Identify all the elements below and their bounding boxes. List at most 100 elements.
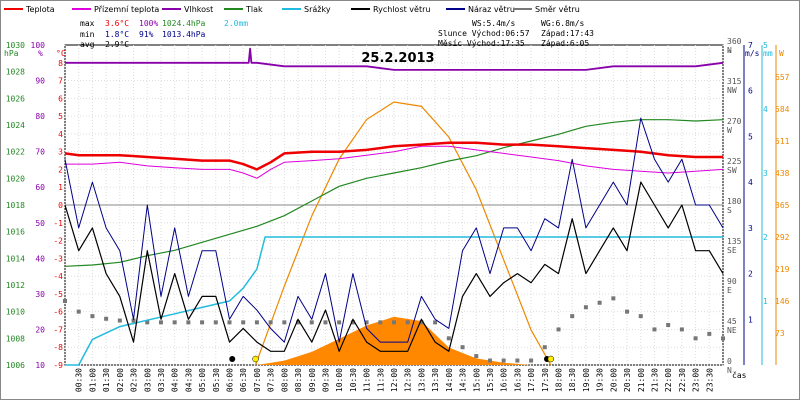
direction-name-tick: NW xyxy=(727,86,737,95)
time-tick: 10:00 xyxy=(335,368,344,392)
wind-direction-point xyxy=(90,314,95,319)
direction-degree-tick: 270 xyxy=(727,117,742,126)
wind-direction-point xyxy=(282,320,287,325)
direction-degree-tick: 360 xyxy=(727,37,742,46)
min-humidity: 91% xyxy=(139,30,154,39)
wind-direction-point xyxy=(679,327,684,332)
solar-series xyxy=(65,101,723,366)
wind-direction-point xyxy=(392,320,396,325)
time-tick: 01:30 xyxy=(102,368,111,392)
wind-tick: 2 xyxy=(748,270,753,279)
wind-speed-line xyxy=(64,181,724,352)
direction-degree-tick: 135 xyxy=(727,237,742,246)
direction-name-tick: NE xyxy=(727,326,737,335)
time-tick: 07:30 xyxy=(267,368,276,392)
legend-label: Směr větru xyxy=(535,5,580,14)
temperature-line xyxy=(64,141,723,171)
temperature-tick: 3 xyxy=(58,148,63,157)
humidity-tick: 10 xyxy=(35,361,45,370)
time-tick: 09:00 xyxy=(308,368,317,392)
temperature-tick: -9 xyxy=(53,361,63,370)
legend: Teplota Přízemní teplota Vlhkost Tlak Srážky… xyxy=(4,5,580,14)
series-layer xyxy=(63,47,725,366)
solar-tick: 657 xyxy=(775,73,790,82)
time-tick: 23:00 xyxy=(692,368,701,392)
time-tick: 11:30 xyxy=(376,368,385,392)
wind-direction-point xyxy=(76,309,81,314)
wind-direction-point xyxy=(597,300,602,305)
time-tick: 01:00 xyxy=(88,368,97,392)
wind-direction-point xyxy=(556,327,561,332)
wind-tick: 4 xyxy=(748,178,753,187)
time-tick: 16:30 xyxy=(513,368,522,392)
time-tick: 17:30 xyxy=(541,368,550,392)
time-tick: 20:00 xyxy=(609,368,618,392)
direction-name-tick: W xyxy=(727,126,732,135)
temperature-tick: -5 xyxy=(53,290,63,299)
sunrise: Slunce Východ:06:57 xyxy=(438,29,530,38)
time-tick: 13:00 xyxy=(417,368,426,392)
wind-direction-point xyxy=(158,320,163,325)
humidity-tick: 100 xyxy=(31,41,46,50)
wind-direction-point xyxy=(542,345,547,350)
wind-direction-point xyxy=(309,320,314,325)
wind-direction-point xyxy=(296,320,301,325)
humidity-tick: 40 xyxy=(35,254,45,263)
avg-temp: 2.9°C xyxy=(105,40,129,49)
solar-theoretical-line xyxy=(254,101,552,366)
humidity-tick: 30 xyxy=(35,290,45,299)
time-tick: 12:00 xyxy=(390,368,399,392)
wind-tick: 5 xyxy=(748,132,753,141)
pressure-tick: 1012 xyxy=(6,281,25,290)
time-tick: 15:00 xyxy=(472,368,481,392)
time-tick: 07:00 xyxy=(253,368,262,392)
time-tick: 21:30 xyxy=(650,368,659,392)
time-tick: 04:30 xyxy=(184,368,193,392)
wind-direction-point xyxy=(227,320,232,325)
legend-label: Náraz větru xyxy=(468,5,515,14)
time-tick: 12:30 xyxy=(404,368,413,392)
wind-direction-point xyxy=(117,318,122,323)
wind-direction-point xyxy=(721,336,725,341)
time-tick: 08:00 xyxy=(280,368,289,392)
wind-direction-point xyxy=(131,318,136,323)
wind-direction-point xyxy=(200,320,205,325)
stats-block: max 3.6°C 100% 1024.4hPa 2.0mm min 1.8°C… xyxy=(80,19,248,49)
wind-direction-point xyxy=(364,320,369,325)
pressure-tick: 1024 xyxy=(6,121,25,130)
humidity-tick: 70 xyxy=(35,148,45,157)
wind-direction-point xyxy=(337,320,342,325)
time-tick: 06:00 xyxy=(226,368,235,392)
unit-mm: mm xyxy=(763,49,773,58)
pressure-tick: 1014 xyxy=(6,254,25,263)
pressure-tick: 1022 xyxy=(6,148,25,157)
rain-tick: 1 xyxy=(763,297,768,306)
temperature-tick: 8 xyxy=(58,59,63,68)
wind-direction-point xyxy=(446,336,451,341)
rain-tick: 2 xyxy=(763,233,768,242)
wind-gust-line xyxy=(64,117,724,343)
wind-direction-point xyxy=(583,305,588,310)
min-label: min xyxy=(80,30,95,39)
wind-direction-point xyxy=(172,320,177,325)
pressure-tick: 1020 xyxy=(6,174,25,183)
rain-line xyxy=(65,236,723,366)
direction-name-tick: N xyxy=(727,46,732,55)
humidity-tick: 50 xyxy=(35,219,45,228)
solar-tick: 146 xyxy=(775,297,790,306)
unit-time: čas xyxy=(732,370,747,380)
temperature-tick: -2 xyxy=(53,237,63,246)
direction-degree-tick: 90 xyxy=(727,277,737,286)
wind-tick: 1 xyxy=(748,315,753,324)
info-block: WS:5.4m/s WG:6.8m/s Slunce Východ:06:57 … xyxy=(438,19,594,48)
wind-direction-point xyxy=(460,345,465,350)
humidity-tick: 80 xyxy=(35,112,45,121)
time-tick: 14:00 xyxy=(445,368,454,392)
humidity-tick: 20 xyxy=(35,325,45,334)
avg-label: avg xyxy=(80,40,95,49)
direction-degree-tick: 315 xyxy=(727,77,742,86)
wind-direction-point xyxy=(323,320,328,325)
sunrise-icon xyxy=(252,355,259,363)
time-tick: 20:30 xyxy=(623,368,632,392)
temperature-tick: -3 xyxy=(53,254,63,263)
